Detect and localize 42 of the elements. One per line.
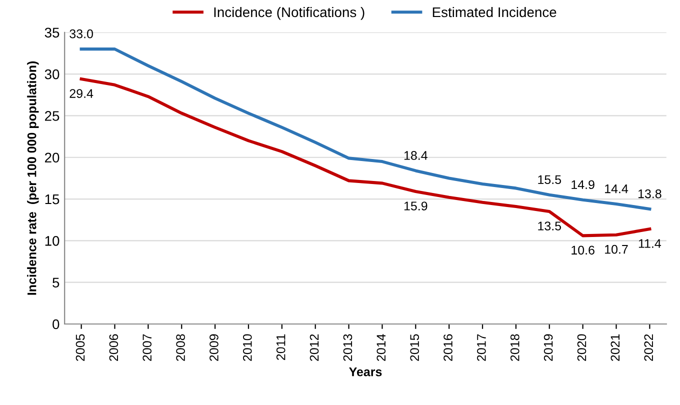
x-tick-label: 2010 — [242, 334, 252, 361]
y-tick-label: 15 — [45, 194, 60, 204]
data-label: 14.9 — [572, 180, 594, 190]
x-tick-label: 2016 — [444, 334, 452, 361]
y-tick-label: 25 — [44, 111, 60, 121]
data-label: 11.4 — [638, 239, 662, 248]
data-label: 14.4 — [605, 184, 628, 194]
data-label: 13.5 — [538, 222, 562, 230]
x-axis-title: Years — [349, 368, 382, 376]
x-tick-label: 2019 — [544, 334, 553, 361]
x-tick-label: 2017 — [477, 334, 486, 361]
y-tick-label: 35 — [44, 28, 60, 38]
y-tick-label: 0 — [52, 319, 60, 330]
data-label: 18.4 — [404, 151, 428, 160]
data-label: 15.5 — [538, 175, 562, 184]
x-tick-label: 2009 — [210, 334, 218, 361]
x-tick-label: 2007 — [142, 334, 152, 361]
data-label: 10.7 — [605, 244, 628, 254]
data-label: 29.4 — [70, 89, 94, 98]
y-tick-label: 10 — [45, 236, 60, 246]
x-tick-label: 2006 — [109, 334, 118, 361]
legend-label: Incidence (Notifications ) — [214, 6, 364, 20]
x-tick-label: 2014 — [376, 334, 386, 361]
y-tick-label: 20 — [44, 152, 60, 163]
x-tick-label: 2018 — [510, 334, 520, 361]
x-tick-label: 2013 — [343, 334, 352, 361]
x-tick-label: 2012 — [310, 334, 319, 361]
y-axis-title: Incidence rate (per 100 000 population) — [27, 61, 39, 295]
data-label: 15.9 — [404, 202, 428, 210]
x-tick-label: 2022 — [644, 334, 654, 361]
x-tick-label: 2011 — [276, 334, 286, 360]
legend-label: Estimated Incidence — [432, 6, 556, 18]
x-tick-label: 2005 — [76, 334, 85, 361]
x-tick-label: 2008 — [176, 334, 185, 361]
data-label: 33.0 — [70, 29, 93, 38]
x-tick-label: 2021 — [610, 334, 620, 361]
data-label: 10.6 — [572, 246, 594, 255]
data-label: 13.8 — [638, 189, 662, 198]
y-tick-label: 5 — [52, 278, 60, 288]
x-tick-label: 2020 — [577, 334, 586, 361]
x-tick-label: 2015 — [410, 334, 420, 361]
y-tick-label: 30 — [44, 69, 60, 80]
